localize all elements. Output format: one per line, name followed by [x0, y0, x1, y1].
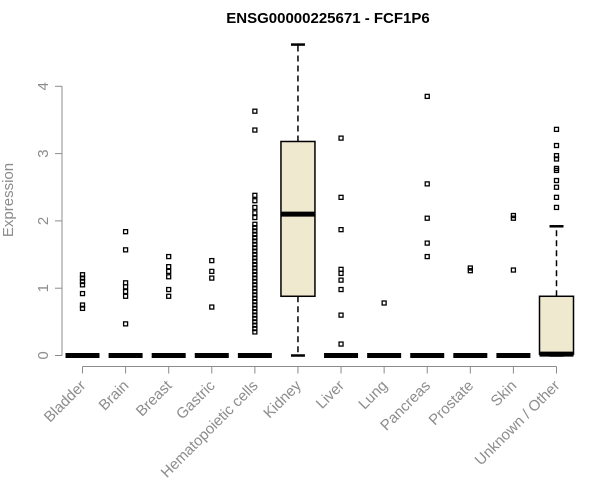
category-label: Prostate	[426, 377, 478, 429]
outlier-point	[166, 286, 172, 293]
outlier-point	[252, 210, 258, 216]
outlier-point	[553, 184, 560, 190]
y-tick-label: 4	[35, 82, 52, 90]
outlier-point	[553, 142, 560, 149]
outlier-point	[166, 253, 172, 260]
outlier-point	[553, 204, 560, 211]
y-axis: 0 1 2 3 4	[35, 82, 63, 360]
outlier-point	[424, 240, 430, 246]
y-tick-label: 2	[35, 217, 52, 225]
y-tick-label: 1	[35, 284, 52, 292]
outlier-point	[338, 277, 344, 283]
outlier-point	[338, 286, 344, 293]
outlier-point	[553, 177, 560, 184]
category-label: Liver	[313, 377, 348, 412]
outlier-point	[209, 275, 215, 281]
outlier-point	[553, 194, 560, 200]
outlier-point	[424, 181, 430, 187]
box-body	[280, 140, 316, 298]
outlier-point	[424, 253, 430, 260]
y-tick-label: 3	[35, 149, 52, 157]
outlier-points	[79, 93, 560, 347]
outlier-point	[252, 127, 258, 133]
outlier-point	[424, 93, 430, 100]
outlier-point	[510, 212, 517, 219]
outlier-point	[122, 247, 129, 253]
category-label: Bladder	[41, 377, 90, 426]
outlier-point	[252, 108, 258, 114]
box-kidney	[280, 43, 316, 357]
outlier-point	[166, 268, 172, 275]
outlier-point	[553, 152, 560, 159]
outlier-point	[510, 267, 517, 273]
y-axis-title: Expression	[0, 163, 17, 237]
outlier-point	[79, 290, 86, 297]
outlier-point	[467, 265, 473, 271]
outlier-point	[209, 257, 215, 264]
category-label: Lung	[355, 377, 391, 413]
outlier-point	[122, 288, 129, 295]
outlier-point	[338, 135, 344, 141]
category-label: Brain	[96, 377, 133, 414]
outlier-point	[510, 215, 517, 221]
outlier-point	[79, 302, 86, 308]
outlier-point	[79, 272, 86, 278]
box-body	[538, 295, 575, 355]
outlier-point	[166, 274, 172, 280]
outlier-point	[209, 268, 215, 275]
outlier-point	[122, 293, 129, 299]
outlier-point	[338, 312, 344, 318]
outlier-point	[338, 194, 344, 200]
outlier-point	[252, 214, 258, 221]
y-tick-label: 0	[35, 351, 52, 359]
chart-title: ENSG00000225671 - FCF1P6	[226, 10, 429, 27]
outlier-point	[252, 198, 258, 204]
outlier-point	[209, 304, 215, 310]
box-unknown-other	[538, 225, 575, 357]
outlier-point	[166, 264, 172, 270]
outlier-point	[424, 215, 430, 221]
outlier-point	[338, 226, 344, 233]
outlier-point	[553, 165, 560, 172]
outlier-point	[252, 221, 258, 227]
outlier-point	[166, 293, 172, 299]
box-series	[65, 43, 575, 358]
x-axis	[82, 366, 557, 374]
outlier-point	[467, 268, 473, 274]
outlier-point	[122, 321, 129, 327]
outlier-point	[252, 204, 258, 211]
outlier-point	[338, 341, 344, 347]
outlier-point	[381, 300, 387, 306]
category-label: Breast	[133, 377, 176, 420]
category-label: Kidney	[260, 377, 305, 422]
outlier-point	[553, 126, 560, 133]
outlier-point	[252, 192, 258, 198]
outlier-point	[122, 280, 129, 286]
category-label: Skin	[488, 377, 521, 410]
outlier-point	[122, 229, 129, 235]
outlier-point	[338, 266, 344, 273]
